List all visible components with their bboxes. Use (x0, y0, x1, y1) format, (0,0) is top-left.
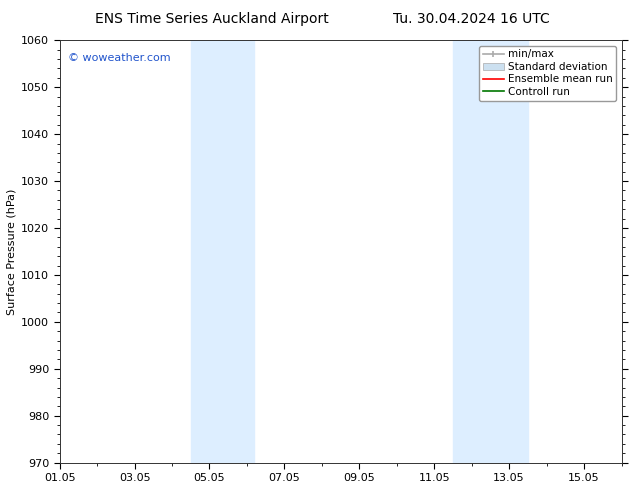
Y-axis label: Surface Pressure (hPa): Surface Pressure (hPa) (7, 188, 17, 315)
Bar (453, 40, 528, 463)
Legend: min/max, Standard deviation, Ensemble mean run, Controll run: min/max, Standard deviation, Ensemble me… (479, 46, 616, 100)
Bar (191, 40, 254, 463)
Text: ENS Time Series Auckland Airport: ENS Time Series Auckland Airport (95, 12, 329, 26)
Text: Tu. 30.04.2024 16 UTC: Tu. 30.04.2024 16 UTC (393, 12, 550, 26)
Text: © woweather.com: © woweather.com (68, 53, 171, 63)
